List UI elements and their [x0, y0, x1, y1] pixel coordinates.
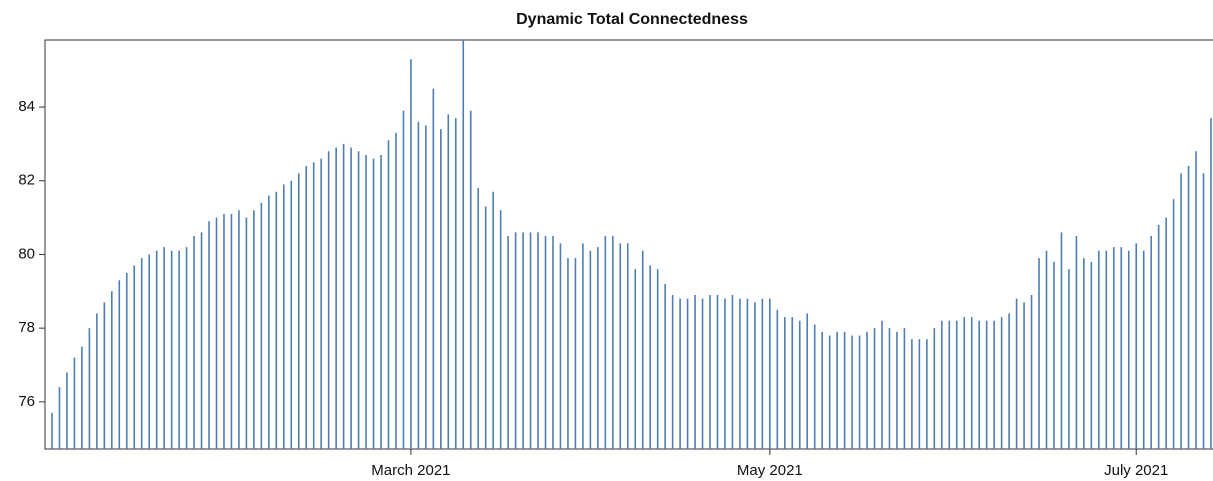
y-tick-label: 78 — [18, 319, 35, 336]
spikes — [51, 40, 1212, 449]
y-tick-label: 80 — [18, 245, 35, 262]
x-tick-label: May 2021 — [737, 462, 803, 479]
x-tick-label: July 2021 — [1104, 462, 1168, 479]
y-tick-label: 82 — [18, 172, 35, 189]
chart-title: Dynamic Total Connectedness — [516, 11, 748, 28]
y-tick-label: 76 — [18, 393, 35, 410]
y-tick-label: 84 — [18, 98, 35, 115]
plot-frame — [44, 39, 1213, 450]
x-tick-label: March 2021 — [371, 462, 450, 479]
